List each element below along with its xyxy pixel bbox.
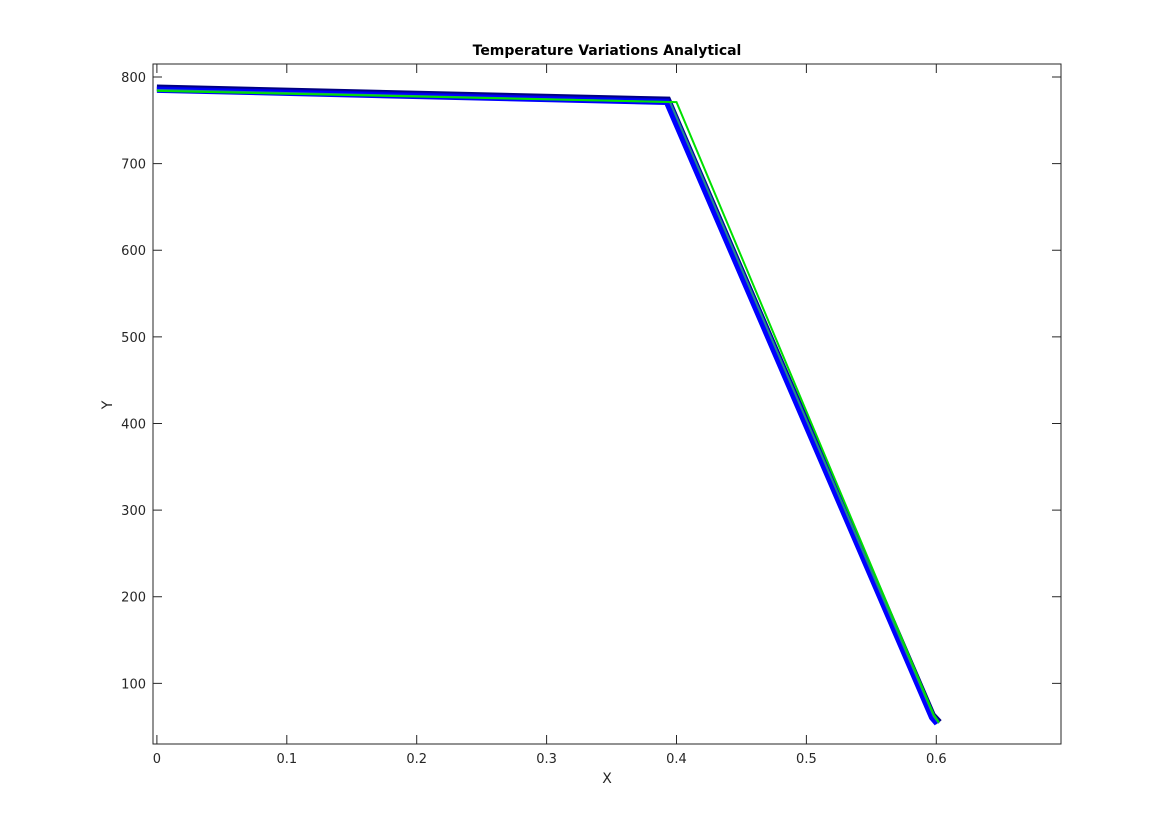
y-tick-label: 700 — [121, 158, 146, 173]
y-axis-label: Y — [100, 400, 116, 410]
series-layer — [156, 84, 942, 726]
series-line-6 — [156, 89, 940, 723]
x-tick-label: 0.1 — [276, 752, 297, 767]
x-tick-label: 0.4 — [666, 752, 687, 767]
plot-frame — [152, 63, 1062, 745]
x-tick-label: 0.6 — [926, 752, 947, 767]
y-tick-label: 600 — [121, 244, 146, 259]
x-tick-label: 0 — [153, 752, 161, 767]
chart-title: Temperature Variations Analytical — [473, 43, 742, 59]
y-tick-label: 100 — [121, 677, 146, 692]
y-tick-label: 500 — [121, 331, 146, 346]
y-tick-label: 300 — [121, 504, 146, 519]
ticks-layer: 0 0.1 0.2 0.3 0.4 0.5 0.6 100 200 300 400 500 600 700… — [121, 64, 1061, 767]
x-tick-label: 0.2 — [406, 752, 427, 767]
x-tick-label: 0.5 — [796, 752, 817, 767]
plot-background — [153, 64, 1061, 744]
x-tick-label: 0.3 — [536, 752, 557, 767]
y-tick-label: 800 — [121, 71, 146, 86]
x-axis-label: X — [602, 771, 612, 787]
y-tick-label: 400 — [121, 417, 146, 432]
y-tick-label: 200 — [121, 591, 146, 606]
